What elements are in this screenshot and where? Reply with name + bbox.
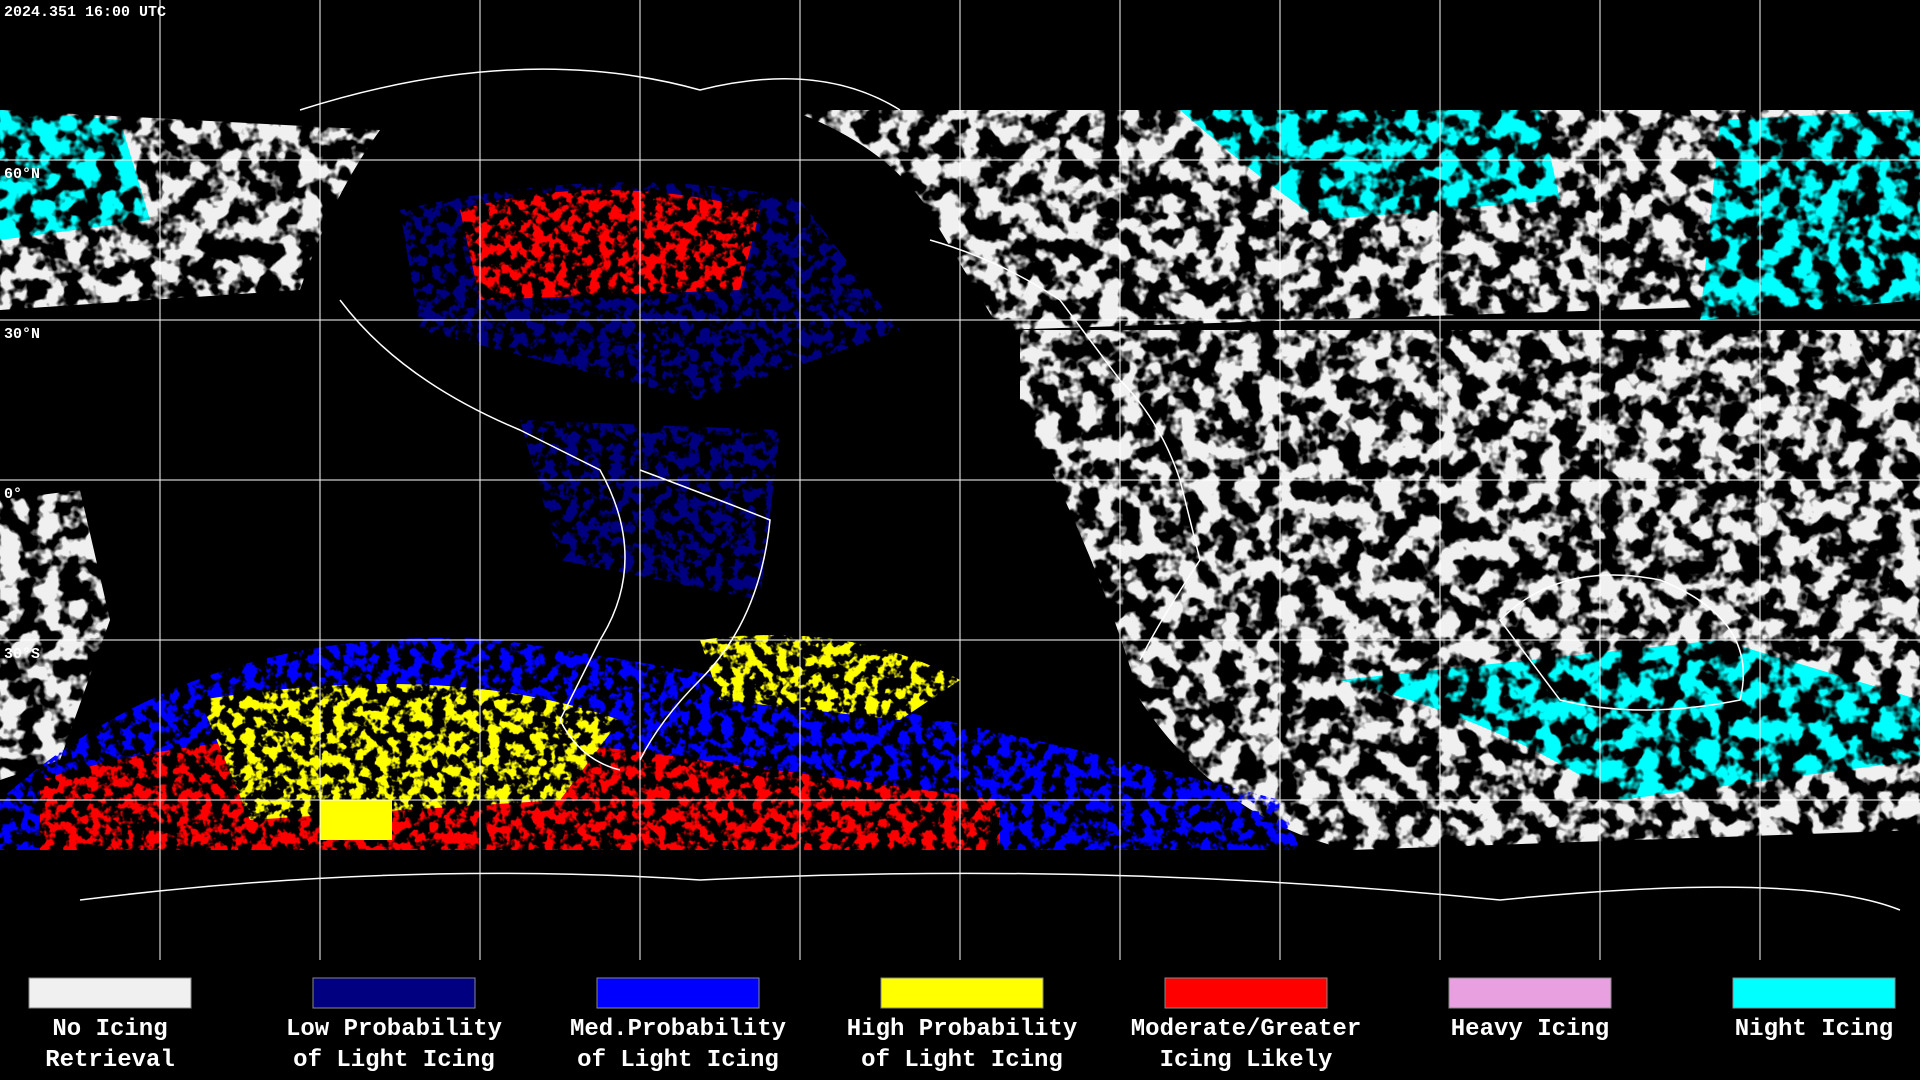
legend-label: of Light Icing — [293, 1047, 495, 1074]
legend-label: Night Icing — [1735, 1016, 1893, 1043]
legend-label: of Light Icing — [861, 1047, 1063, 1074]
legend-label: High Probability — [847, 1016, 1077, 1043]
legend-swatch — [28, 977, 192, 1009]
lat-label: 30°N — [4, 326, 40, 343]
legend-label: Low Probability — [286, 1016, 502, 1043]
legend-label: Moderate/Greater — [1131, 1016, 1361, 1043]
legend-label: Retrieval — [45, 1047, 175, 1074]
legend-label: of Light Icing — [577, 1047, 779, 1074]
legend-label: Icing Likely — [1160, 1047, 1333, 1074]
legend-label: Med.Probability — [570, 1016, 786, 1043]
graticule — [0, 0, 1920, 960]
lat-label: 0° — [4, 486, 22, 503]
legend-label: Heavy Icing — [1451, 1016, 1609, 1043]
icing-patch — [320, 800, 392, 840]
timestamp: 2024.351 16:00 UTC — [4, 4, 166, 21]
lat-labels: 60°N 30°N 0° 30°S — [4, 166, 40, 663]
legend-swatch — [1164, 977, 1328, 1009]
legend-swatch — [312, 977, 476, 1009]
lat-label: 30°S — [4, 646, 40, 663]
icing-field — [0, 182, 1300, 850]
legend: No Icing Retrieval Low Probability of Light… — [28, 977, 1896, 1074]
legend-swatch — [880, 977, 1044, 1009]
legend-label: No Icing — [52, 1016, 167, 1043]
lat-label: 60°N — [4, 166, 40, 183]
coastlines — [79, 68, 1901, 911]
legend-swatch — [596, 977, 760, 1009]
legend-swatch — [1448, 977, 1612, 1009]
legend-swatch — [1732, 977, 1896, 1009]
